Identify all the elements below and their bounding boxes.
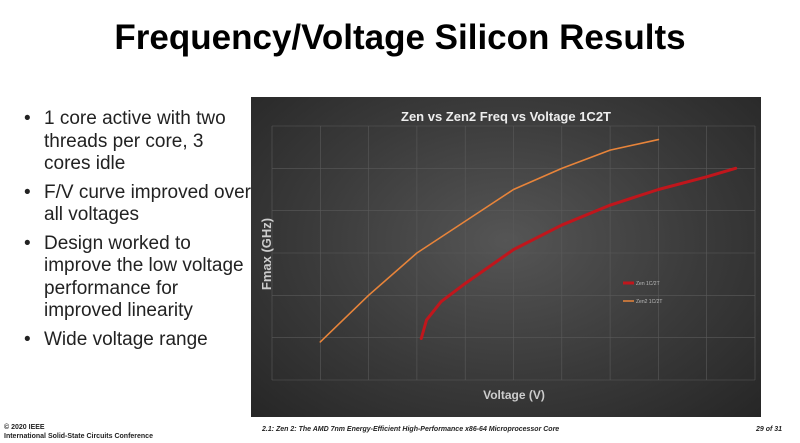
page-number: 29 of 31: [756, 426, 783, 433]
bullet-item: F/V curve improved over all voltages: [22, 182, 252, 227]
legend: Zen 1C/2T Zen2 1C/2T: [623, 281, 662, 305]
footer-paper-title: 2.1: Zen 2: The AMD 7nm Energy-Efficient…: [262, 426, 560, 433]
legend-label-zen: Zen 1C/2T: [636, 281, 660, 287]
bullet-item: Wide voltage range: [22, 329, 252, 352]
slide-title: Frequency/Voltage Silicon Results: [114, 18, 686, 57]
chart: Zen vs Zen2 Freq vs Voltage 1C2T Voltage…: [251, 97, 761, 417]
footer-conference: International Solid-State Circuits Confe…: [4, 433, 153, 440]
x-axis-label: Voltage (V): [483, 388, 545, 402]
bullet-item: Design worked to improve the low voltage…: [22, 233, 252, 323]
bullet-list: 1 core active with two threads per core,…: [22, 108, 252, 357]
chart-svg: Zen vs Zen2 Freq vs Voltage 1C2T Voltage…: [259, 109, 756, 402]
y-axis-label: Fmax (GHz): [259, 218, 274, 290]
bullet-item: 1 core active with two threads per core,…: [22, 108, 252, 176]
series-line-zen2: [319, 138, 660, 343]
legend-label-zen2: Zen2 1C/2T: [636, 299, 662, 305]
chart-title: Zen vs Zen2 Freq vs Voltage 1C2T: [401, 109, 611, 124]
footer-copyright: © 2020 IEEE: [4, 424, 45, 431]
series-line-zen: [419, 166, 738, 341]
